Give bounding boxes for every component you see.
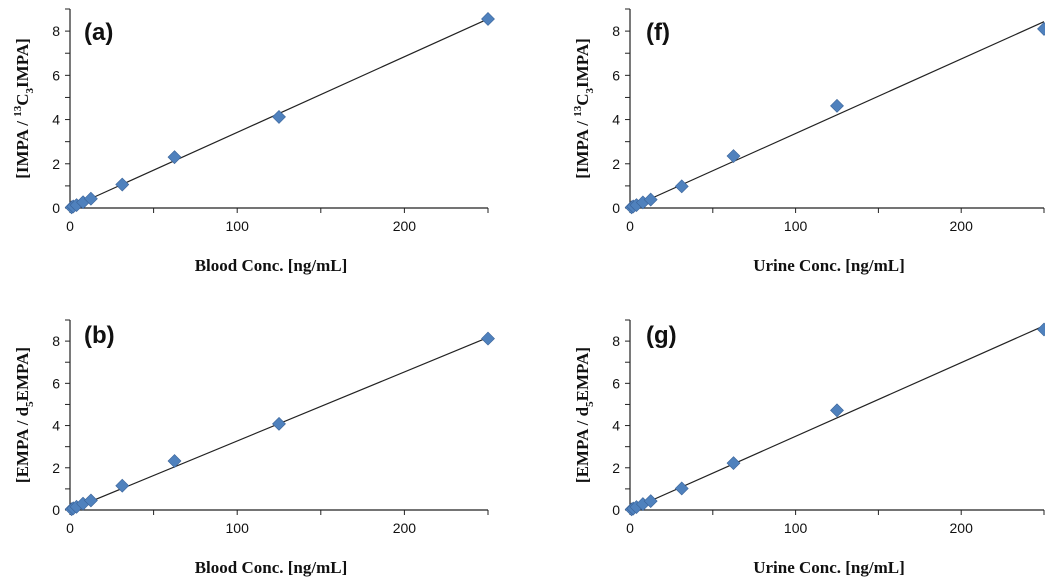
data-point [167,454,182,468]
y-tick-label: 6 [612,67,620,83]
y-axis-title: [EMPA / d5EMPA] [573,347,596,483]
trendline [629,21,1045,209]
x-tick-label: 200 [393,218,417,234]
data-point [643,192,658,207]
x-tick-label: 100 [226,218,250,234]
y-tick-label: 2 [612,460,620,476]
data-point [726,456,741,471]
y-tick-label: 2 [52,156,60,172]
chart-panel-2: 0 2 4 6 8 0 100 200 (f) Urine Conc. [ng/mL] [IMPA … [572,8,1045,275]
data-point [115,478,130,493]
y-axis-title: [IMPA / 13C3IMPA] [572,38,596,179]
x-tick-label: 100 [784,218,808,234]
data-point [1037,21,1045,36]
x-tick-label: 200 [393,520,417,536]
data-point [643,494,658,509]
x-tick-label: 0 [626,218,634,234]
y-tick-label: 0 [612,200,620,216]
x-axis-title: Blood Conc. [ng/mL] [195,558,348,577]
y-tick-label: 4 [612,418,620,434]
data-point [726,149,741,163]
x-tick-label: 100 [784,520,808,536]
panel-label: (b) [84,322,115,349]
panel-label: (f) [646,19,670,46]
data-point [83,493,98,508]
y-axis-title: [IMPA / 13C3IMPA] [12,38,36,179]
trendline [629,325,1045,511]
y-tick-label: 4 [52,418,60,434]
data-point [1037,322,1045,337]
data-point [272,109,286,124]
y-axis-title: [EMPA / d5EMPA] [13,347,36,483]
data-point [830,403,844,418]
data-point [481,12,495,26]
x-axis-title: Blood Conc. [ng/mL] [195,256,348,275]
y-tick-label: 2 [52,460,60,476]
chart-panel-1: 0 2 4 6 8 0 100 200 (a) Blood Conc. [ng/mL] [IMPA … [12,8,495,275]
y-tick-label: 8 [52,23,60,39]
y-tick-label: 4 [52,112,60,128]
y-tick-label: 8 [612,23,620,39]
data-point [115,177,130,192]
y-tick-label: 2 [612,156,620,172]
y-tick-label: 4 [612,112,620,128]
panel-label: (g) [646,322,677,349]
x-axis-title: Urine Conc. [ng/mL] [753,256,905,275]
x-tick-label: 0 [626,520,634,536]
y-tick-label: 8 [52,333,60,349]
x-tick-label: 0 [66,218,74,234]
data-point [167,150,182,165]
x-tick-label: 200 [950,218,974,234]
data-point [674,179,689,194]
y-tick-label: 0 [52,502,60,518]
chart-panel-4: 0 2 4 6 8 0 100 200 (g) Urine Conc. [ng/mL] [EMPA … [573,319,1045,577]
y-tick-label: 6 [52,375,60,391]
chart-panel-3: 0 2 4 6 8 0 100 200 (b) Blood Conc. [ng/mL] [EMPA … [13,319,495,577]
panel-label: (a) [84,19,113,46]
data-point [272,416,286,431]
y-tick-label: 0 [52,200,60,216]
data-point [83,191,98,206]
x-tick-label: 100 [226,520,250,536]
data-point [674,481,689,496]
x-axis-title: Urine Conc. [ng/mL] [753,558,905,577]
data-point [830,98,844,113]
y-tick-label: 6 [52,67,60,83]
y-tick-label: 0 [612,502,620,518]
y-tick-label: 8 [612,333,620,349]
x-tick-label: 200 [950,520,974,536]
x-tick-label: 0 [66,520,74,536]
y-tick-label: 6 [612,375,620,391]
data-point [481,331,495,346]
